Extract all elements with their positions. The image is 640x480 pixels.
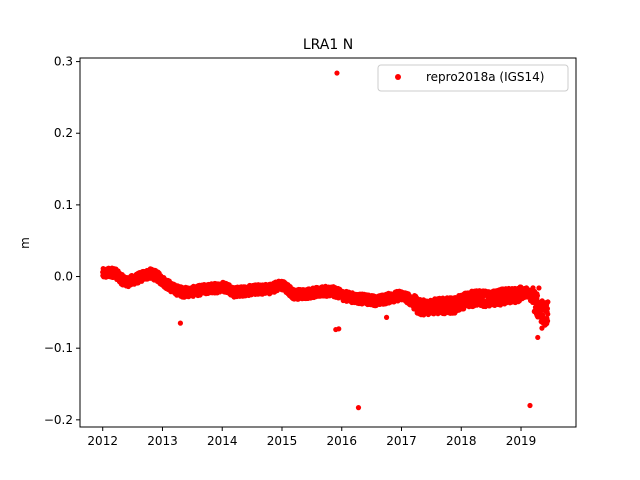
x-tick-label: 2014 (207, 434, 238, 448)
y-tick-label: 0.2 (54, 126, 73, 140)
x-tick-label: 2015 (267, 434, 298, 448)
data-point (545, 311, 551, 317)
data-point (544, 318, 551, 324)
outlier-point (355, 405, 362, 411)
y-tick-label: 0.3 (54, 55, 73, 69)
legend-box (377, 64, 569, 92)
outlier-point (334, 70, 340, 76)
outlier-point (539, 325, 545, 331)
y-tick-label: −0.1 (44, 341, 73, 355)
x-tick-label: 2013 (147, 434, 178, 448)
x-tick-label: 2016 (326, 434, 357, 448)
tick-group: 2012 2013 2014 2015 2016 2017 2018 2019 −0.2 −0.1… (44, 55, 536, 448)
y-axis-label: m (18, 237, 32, 249)
outlier-point (383, 314, 390, 320)
plot-frame (79, 57, 577, 428)
outlier-point (177, 320, 183, 326)
outlier-point (336, 326, 342, 332)
legend-marker (395, 74, 401, 80)
y-tick-label: −0.2 (44, 413, 73, 427)
outlier-point (527, 402, 533, 409)
outlier-point (535, 334, 541, 341)
chart-title: LRA1 N (303, 37, 353, 53)
y-tick-label: 0.1 (54, 198, 73, 212)
legend-label: repro2018a (IGS14) (426, 70, 544, 84)
legend: repro2018a (IGS14) (377, 64, 569, 92)
x-tick-label: 2018 (446, 434, 477, 448)
outlier-point (536, 285, 542, 291)
x-tick-label: 2017 (386, 434, 417, 448)
data-point (544, 306, 551, 312)
data-point (534, 292, 541, 299)
data-points (100, 70, 551, 411)
x-tick-label: 2019 (506, 434, 537, 448)
y-tick-label: 0.0 (54, 270, 73, 284)
x-tick-label: 2012 (87, 434, 118, 448)
data-point (545, 299, 551, 305)
